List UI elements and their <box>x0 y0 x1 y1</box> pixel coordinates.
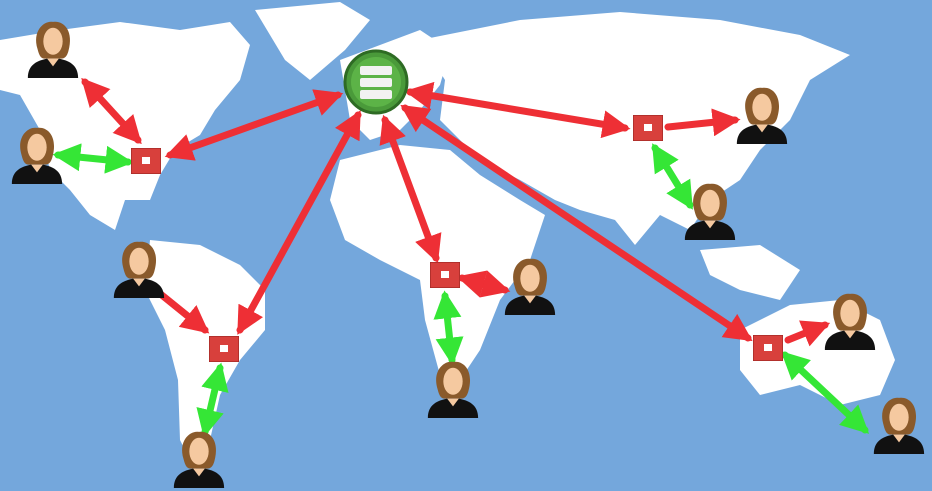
router <box>209 336 239 362</box>
link <box>784 320 831 347</box>
link <box>196 362 229 438</box>
link <box>400 104 753 342</box>
south-america <box>145 240 265 470</box>
router <box>430 262 460 288</box>
link <box>81 77 142 145</box>
link <box>236 110 362 335</box>
user <box>427 361 479 418</box>
link <box>456 270 511 298</box>
greenland <box>255 2 370 80</box>
router <box>753 335 783 361</box>
red-links <box>81 77 831 347</box>
southeast-asia <box>700 245 800 300</box>
link <box>780 351 870 434</box>
server <box>343 49 409 115</box>
link <box>52 143 134 174</box>
link <box>433 290 464 366</box>
link <box>664 108 741 137</box>
router <box>131 148 161 174</box>
link <box>154 288 210 334</box>
link <box>651 143 694 210</box>
green-links <box>52 143 870 438</box>
router <box>633 115 663 141</box>
user <box>873 397 925 454</box>
